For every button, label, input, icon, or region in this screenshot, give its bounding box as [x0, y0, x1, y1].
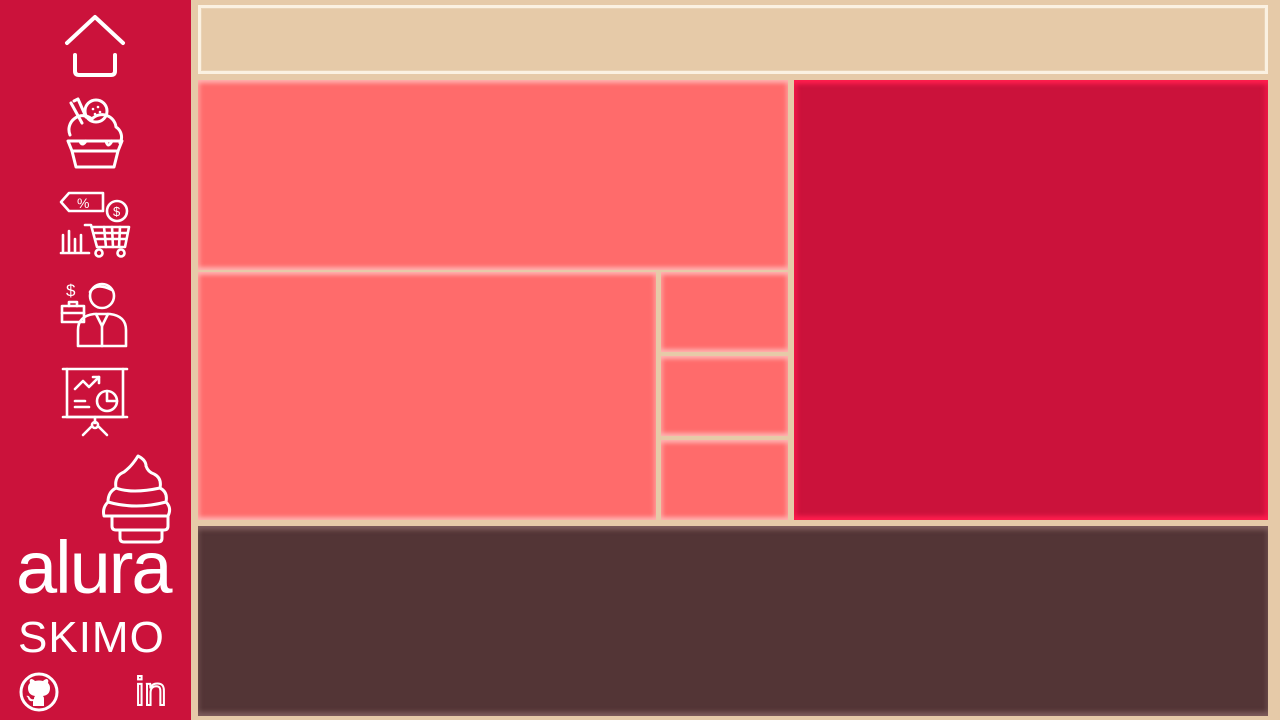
sidebar: % $: [0, 0, 191, 720]
svg-text:$: $: [66, 281, 76, 300]
svg-text:$: $: [113, 204, 121, 219]
brand-subtitle: SKIMO: [18, 613, 165, 662]
linkedin-link[interactable]: in: [129, 669, 173, 715]
panel-top-left: [198, 80, 788, 270]
nav-sellers-button[interactable]: $: [58, 275, 132, 349]
nav-home-button[interactable]: [58, 8, 132, 82]
card-small-2: [661, 356, 788, 436]
header-bar: [198, 5, 1268, 74]
sales-cart-icon: % $: [59, 191, 131, 258]
panel-middle-left: [198, 272, 656, 520]
nav-products-button[interactable]: [58, 97, 132, 171]
github-icon: [19, 672, 59, 712]
card-small-3: [661, 440, 788, 520]
panel-right: [794, 80, 1268, 520]
nav-sales-button[interactable]: % $: [58, 186, 132, 260]
panel-bottom: [198, 526, 1268, 716]
presentation-chart-icon: [61, 367, 129, 437]
soft-serve-logo-icon: [102, 454, 172, 544]
brand-name: alura: [16, 526, 173, 609]
salesperson-icon: $: [60, 281, 128, 348]
linkedin-icon: in: [134, 669, 167, 715]
home-icon: [65, 15, 125, 77]
card-small-1: [661, 272, 788, 352]
ice-cream-icon: [66, 97, 124, 169]
svg-text:%: %: [77, 195, 89, 211]
nav-reports-button[interactable]: [58, 364, 132, 438]
github-link[interactable]: [17, 670, 61, 714]
